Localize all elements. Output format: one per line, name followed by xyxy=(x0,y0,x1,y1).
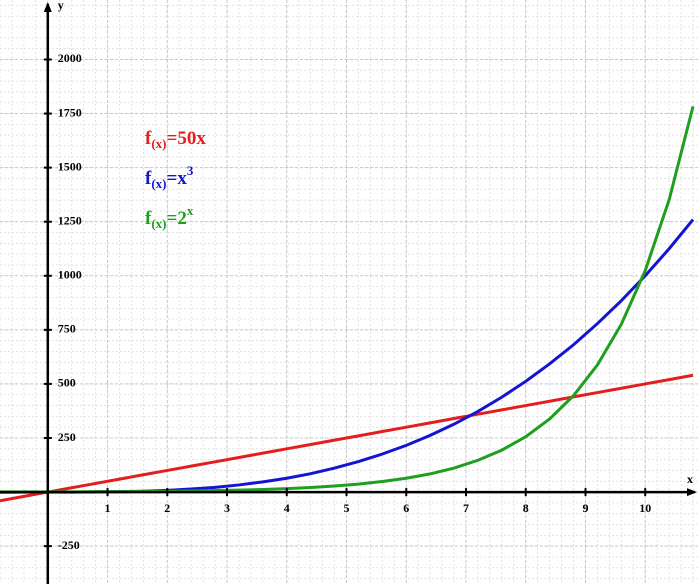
y-tick-label: 1500 xyxy=(58,159,82,173)
x-tick-label: 9 xyxy=(582,501,588,515)
y-axis-label: y xyxy=(58,0,64,12)
x-tick-label: 7 xyxy=(463,501,469,515)
x-tick-label: 4 xyxy=(284,501,290,515)
y-tick-label: 2000 xyxy=(58,51,82,65)
x-tick-label: 3 xyxy=(224,501,230,515)
x-tick-label: 5 xyxy=(344,501,350,515)
x-tick-label: 6 xyxy=(403,501,409,515)
y-tick-label: -250 xyxy=(58,538,80,552)
legend-entry: f(x)=50x xyxy=(145,128,206,151)
x-axis-label: x xyxy=(687,472,693,486)
legend-entry: f(x)=x3 xyxy=(145,163,194,191)
legend-entry: f(x)=2x xyxy=(145,203,194,231)
y-tick-label: 250 xyxy=(58,430,76,444)
x-tick-label: 2 xyxy=(164,501,170,515)
x-tick-label: 1 xyxy=(105,501,111,515)
series-line xyxy=(0,373,694,503)
y-tick-label: 1750 xyxy=(58,105,82,119)
x-tick-label: 8 xyxy=(523,501,529,515)
y-tick-label: 1250 xyxy=(58,213,82,227)
x-axis-arrow xyxy=(687,488,697,497)
x-tick-label: 10 xyxy=(639,501,651,515)
y-tick-label: 750 xyxy=(58,322,76,336)
y-tick-label: 1000 xyxy=(58,268,82,282)
y-tick-label: 500 xyxy=(58,376,76,390)
y-axis-arrow xyxy=(43,2,52,12)
